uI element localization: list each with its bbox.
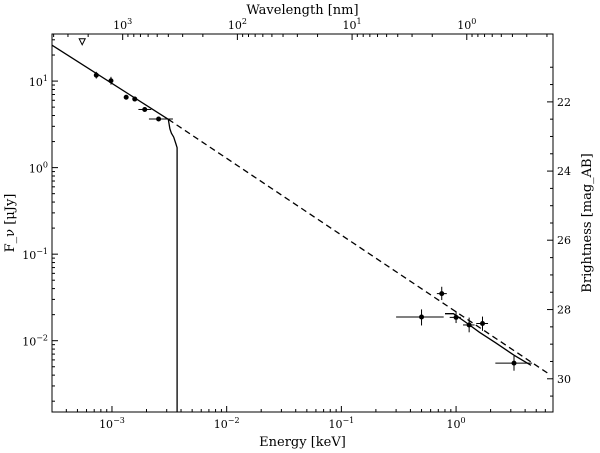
- series-line: [51, 44, 169, 120]
- data-point: [439, 291, 445, 297]
- y-tick-label: 10−2: [22, 334, 48, 349]
- y-axis-label: F_ν [μJy]: [3, 194, 18, 253]
- x-tick-label: 10−1: [328, 416, 354, 431]
- data-point: [511, 360, 517, 366]
- top-tick-label: 103: [113, 17, 132, 32]
- series-line: [445, 313, 532, 366]
- data-point: [123, 94, 129, 100]
- series-line: [167, 119, 178, 412]
- top-axis-label: Wavelength [nm]: [246, 3, 358, 18]
- top-tick-label: 102: [228, 17, 247, 32]
- right-tick-label: 26: [557, 234, 571, 247]
- series-line: [167, 118, 550, 375]
- plot-area: [51, 38, 550, 412]
- y-tick-label: 100: [29, 161, 48, 176]
- data-point: [156, 116, 162, 122]
- x-tick-label: 100: [447, 416, 466, 431]
- right-tick-label: 28: [557, 304, 571, 317]
- x-axis-label: Energy [keV]: [259, 435, 346, 450]
- axes: 10−3 10−2 10−1 100 10−2 10−1 100 101 103 102 101 10…: [22, 17, 571, 431]
- right-tick-label: 22: [557, 96, 571, 109]
- top-tick-label: 101: [343, 17, 362, 32]
- right-axis-label: Brightness [mag_AB]: [580, 153, 595, 292]
- data-point: [142, 106, 148, 112]
- data-point: [419, 314, 425, 320]
- data-point: [480, 321, 486, 327]
- y-tick-label: 101: [29, 74, 48, 89]
- right-tick-label: 24: [557, 165, 571, 178]
- upper-limit-marker: [78, 38, 87, 46]
- y-tick-label: 10−1: [22, 247, 48, 262]
- x-tick-label: 10−3: [99, 416, 125, 431]
- right-tick-label: 30: [557, 373, 571, 386]
- top-tick-label: 100: [457, 17, 476, 32]
- plot-frame: [51, 33, 554, 413]
- x-tick-label: 10−2: [214, 416, 240, 431]
